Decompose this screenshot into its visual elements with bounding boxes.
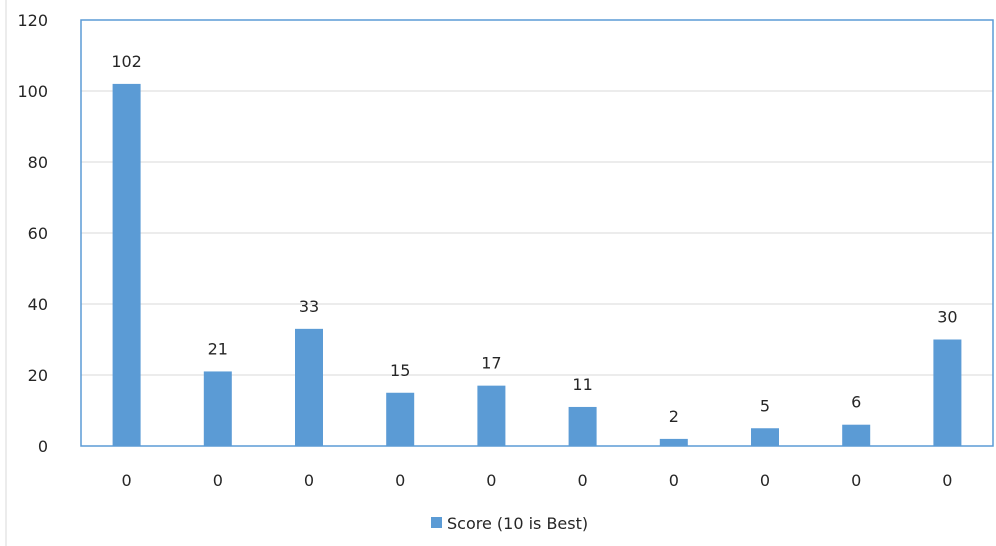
data-label: 6	[851, 393, 861, 412]
data-label: 102	[111, 52, 142, 71]
y-tick-label: 60	[28, 224, 48, 243]
x-tick-label: 0	[395, 471, 405, 490]
gridlines	[81, 90, 993, 376]
bar	[659, 438, 688, 446]
x-tick-label: 0	[851, 471, 861, 490]
x-tick-label: 0	[942, 471, 952, 490]
bars	[112, 83, 962, 447]
bar	[203, 371, 232, 446]
x-tick-label: 0	[578, 471, 588, 490]
y-tick-label: 40	[28, 295, 48, 314]
y-tick-label: 0	[38, 437, 48, 456]
x-tick-label: 0	[669, 471, 679, 490]
data-label: 11	[572, 375, 592, 394]
legend-label: Score (10 is Best)	[447, 514, 588, 533]
legend-swatch	[431, 517, 442, 528]
bar	[386, 392, 415, 446]
data-label: 5	[760, 396, 770, 415]
bar	[568, 406, 597, 446]
bar	[295, 328, 323, 446]
x-tick-label: 0	[304, 471, 314, 490]
legend: Score (10 is Best)	[431, 514, 588, 533]
bar	[751, 428, 779, 446]
data-label: 30	[937, 308, 957, 327]
bar	[933, 339, 962, 446]
data-label: 33	[299, 297, 319, 316]
bar	[112, 83, 141, 447]
data-label: 15	[390, 361, 410, 380]
y-tick-label: 100	[17, 82, 48, 101]
data-label: 2	[669, 407, 679, 426]
x-tick-label: 0	[760, 471, 770, 490]
plot-area-border	[80, 19, 994, 447]
x-tick-label: 0	[122, 471, 132, 490]
data-label: 21	[208, 339, 228, 358]
y-tick-label: 120	[17, 11, 48, 30]
bar	[842, 424, 871, 446]
x-tick-label: 0	[213, 471, 223, 490]
x-tick-label: 0	[486, 471, 496, 490]
y-tick-label: 20	[28, 366, 48, 385]
data-label: 17	[481, 354, 501, 373]
y-tick-label: 80	[28, 153, 48, 172]
bar	[477, 385, 506, 446]
y-axis-ticks: 0 20 40 60 80 100 120	[17, 11, 48, 456]
x-axis-ticks: 0 0 0 0 0 0 0 0 0 0	[122, 471, 953, 490]
data-labels: 102 21 33 15 17 11 2 5 6 30	[111, 52, 957, 426]
